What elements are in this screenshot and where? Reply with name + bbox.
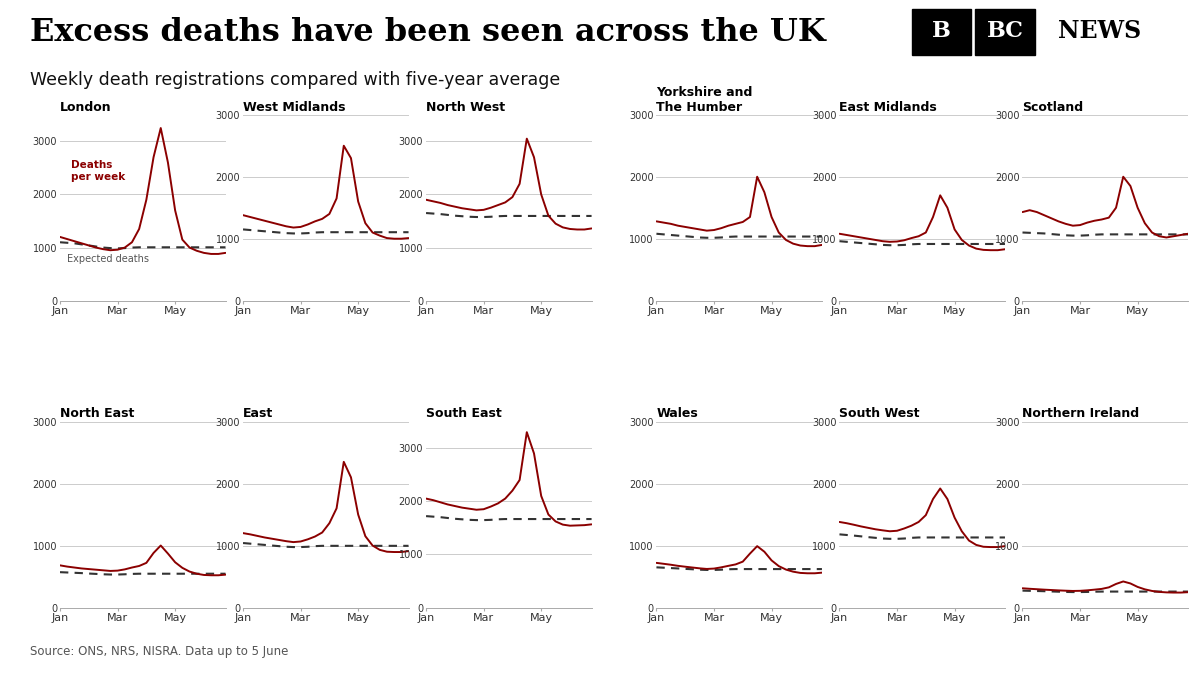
Text: Deaths
per week: Deaths per week [71,160,125,182]
Text: North East: North East [60,408,134,421]
FancyBboxPatch shape [912,9,972,55]
Text: NEWS: NEWS [1058,19,1141,43]
FancyBboxPatch shape [976,9,1034,55]
Text: B: B [932,20,952,42]
Text: Excess deaths have been seen across the UK: Excess deaths have been seen across the … [30,17,826,48]
Text: East Midlands: East Midlands [840,101,937,113]
Text: East: East [244,408,274,421]
Text: Weekly death registrations compared with five-year average: Weekly death registrations compared with… [30,71,560,89]
Text: Scotland: Scotland [1022,101,1084,113]
Text: Expected deaths: Expected deaths [67,254,149,265]
Text: Source: ONS, NRS, NISRA. Data up to 5 June: Source: ONS, NRS, NISRA. Data up to 5 Ju… [30,645,288,658]
Text: London: London [60,101,112,113]
Text: Wales: Wales [656,408,698,421]
Text: South East: South East [426,408,502,421]
Text: South West: South West [840,408,920,421]
Text: North West: North West [426,101,505,113]
Text: Northern Ireland: Northern Ireland [1022,408,1140,421]
Text: Yorkshire and
The Humber: Yorkshire and The Humber [656,86,752,113]
Text: BC: BC [986,20,1024,42]
Text: West Midlands: West Midlands [244,101,346,113]
